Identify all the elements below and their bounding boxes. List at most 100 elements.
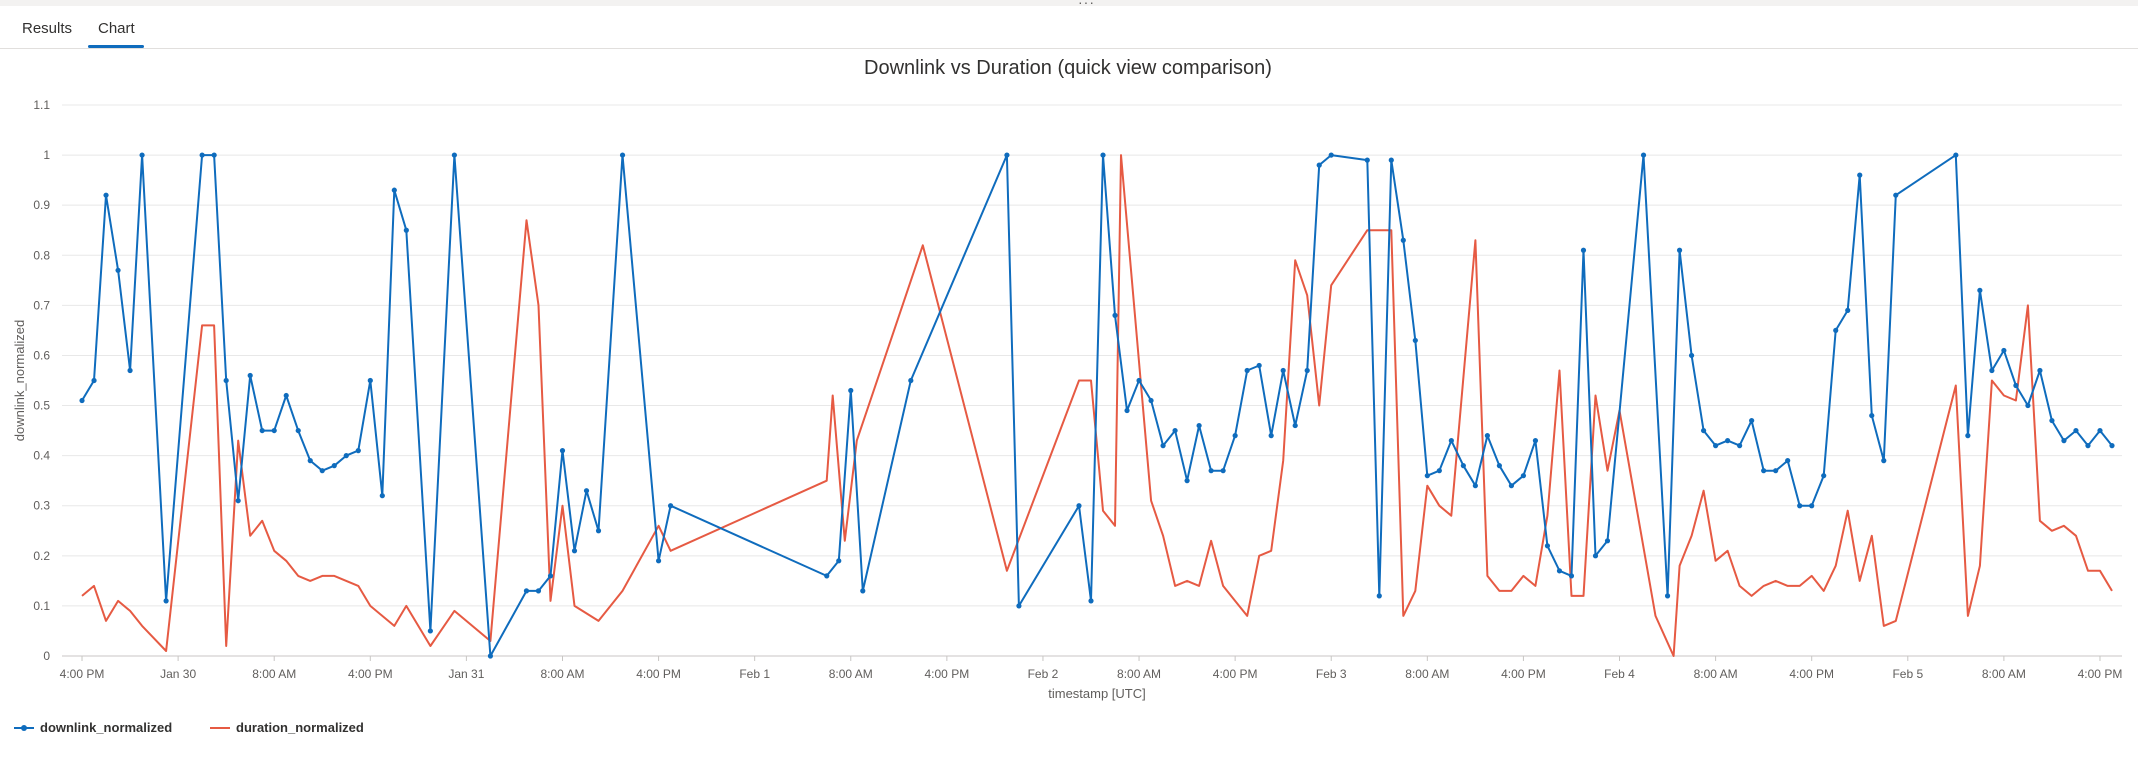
data-point-downlink_normalized <box>487 653 494 659</box>
x-tick-label: 8:00 AM <box>252 667 296 681</box>
data-point-downlink_normalized <box>331 463 337 469</box>
data-point-downlink_normalized <box>1833 327 1839 334</box>
legend-line-duration <box>210 726 230 729</box>
data-point-downlink_normalized <box>2085 443 2091 449</box>
x-tick-label: Jan 31 <box>448 667 484 681</box>
data-point-downlink_normalized <box>1568 573 1575 579</box>
data-point-downlink_normalized <box>1869 412 1875 419</box>
data-point-downlink_normalized <box>451 152 457 158</box>
x-tick-label: 4:00 PM <box>1789 667 1834 681</box>
legend-item-downlink[interactable]: downlink_normalized <box>14 720 172 735</box>
y-tick-label: 0.3 <box>33 499 50 513</box>
data-point-downlink_normalized <box>1496 463 1502 469</box>
active-tab-indicator <box>88 45 144 48</box>
legend-dot-downlink <box>21 724 27 731</box>
y-tick-label: 0.5 <box>33 399 50 413</box>
data-point-downlink_normalized <box>1100 152 1106 158</box>
data-point-downlink_normalized <box>1280 367 1286 374</box>
data-point-downlink_normalized <box>1388 157 1394 163</box>
data-point-downlink_normalized <box>860 588 866 594</box>
legend-item-duration[interactable]: duration_normalized <box>210 720 364 735</box>
data-point-downlink_normalized <box>1292 422 1298 429</box>
data-point-downlink_normalized <box>655 558 662 564</box>
data-point-downlink_normalized <box>1148 397 1154 404</box>
data-point-downlink_normalized <box>1400 237 1406 243</box>
data-point-downlink_normalized <box>1196 422 1202 429</box>
data-point-downlink_normalized <box>343 453 349 459</box>
data-point-downlink_normalized <box>1785 458 1791 464</box>
data-point-downlink_normalized <box>836 558 842 564</box>
data-point-downlink_normalized <box>1773 468 1779 474</box>
data-point-downlink_normalized <box>535 588 542 594</box>
data-point-downlink_normalized <box>595 528 602 534</box>
data-point-downlink_normalized <box>223 377 229 384</box>
y-tick-label: 0.4 <box>33 449 50 463</box>
data-point-downlink_normalized <box>211 152 217 158</box>
x-tick-label: Feb 3 <box>1316 667 1347 681</box>
data-point-downlink_normalized <box>2049 417 2055 424</box>
data-point-downlink_normalized <box>2109 443 2115 449</box>
data-point-downlink_normalized <box>355 448 361 454</box>
y-tick-label: 0.8 <box>33 248 50 262</box>
data-point-downlink_normalized <box>1761 468 1767 474</box>
data-point-downlink_normalized <box>139 152 145 158</box>
data-point-downlink_normalized <box>1412 337 1418 344</box>
data-point-downlink_normalized <box>259 427 265 434</box>
data-point-downlink_normalized <box>103 192 109 198</box>
y-tick-label: 0.1 <box>33 599 50 613</box>
data-point-downlink_normalized <box>1424 473 1430 479</box>
data-point-downlink_normalized <box>379 493 385 499</box>
data-point-downlink_normalized <box>571 548 578 554</box>
data-point-downlink_normalized <box>619 152 626 158</box>
data-point-downlink_normalized <box>1184 478 1190 484</box>
data-point-downlink_normalized <box>1857 172 1863 178</box>
data-point-downlink_normalized <box>1845 307 1851 313</box>
data-point-downlink_normalized <box>1556 568 1563 574</box>
data-point-downlink_normalized <box>523 588 530 594</box>
data-point-downlink_normalized <box>1448 438 1454 444</box>
y-tick-label: 1.1 <box>33 98 50 112</box>
data-point-downlink_normalized <box>1112 312 1118 318</box>
resize-grip-icon[interactable]: ··· <box>1078 0 1095 10</box>
data-point-downlink_normalized <box>307 458 313 464</box>
data-point-downlink_normalized <box>1953 152 1959 158</box>
data-point-downlink_normalized <box>1737 443 1743 449</box>
data-point-downlink_normalized <box>1893 192 1899 198</box>
data-point-downlink_normalized <box>1640 152 1647 158</box>
x-tick-label: Jan 30 <box>160 667 196 681</box>
data-point-downlink_normalized <box>1244 367 1250 374</box>
data-point-downlink_normalized <box>2073 427 2079 434</box>
data-point-downlink_normalized <box>1797 503 1803 509</box>
data-point-downlink_normalized <box>1088 598 1094 604</box>
data-point-downlink_normalized <box>271 427 277 434</box>
data-point-downlink_normalized <box>1136 377 1142 384</box>
x-tick-label: 4:00 PM <box>348 667 393 681</box>
data-point-downlink_normalized <box>391 187 397 193</box>
data-point-downlink_normalized <box>2037 367 2043 374</box>
x-axis-title: timestamp [UTC] <box>1048 686 1146 701</box>
data-point-downlink_normalized <box>1268 433 1274 439</box>
data-point-downlink_normalized <box>1316 162 1322 168</box>
tab-bar: Results Chart <box>0 14 2138 49</box>
data-point-downlink_normalized <box>1220 468 1226 474</box>
data-point-downlink_normalized <box>824 573 830 579</box>
x-tick-label: Feb 4 <box>1604 667 1635 681</box>
data-point-downlink_normalized <box>115 267 121 273</box>
x-tick-label: 8:00 AM <box>1982 667 2026 681</box>
data-point-downlink_normalized <box>1436 468 1442 474</box>
data-point-downlink_normalized <box>1965 433 1971 439</box>
data-point-downlink_normalized <box>1508 483 1515 489</box>
legend-swatch-downlink <box>14 722 34 734</box>
y-tick-label: 0.7 <box>33 298 50 312</box>
legend-label-duration: duration_normalized <box>236 720 364 735</box>
data-point-downlink_normalized <box>1460 463 1466 469</box>
x-tick-label: 4:00 PM <box>1501 667 1546 681</box>
line-chart: Downlink vs Duration (quick view compari… <box>12 57 2122 701</box>
data-point-downlink_normalized <box>1580 247 1587 253</box>
data-point-downlink_normalized <box>79 397 85 404</box>
tab-chart[interactable]: Chart <box>98 20 135 37</box>
x-tick-label: 4:00 PM <box>60 667 105 681</box>
tab-results[interactable]: Results <box>22 20 73 37</box>
y-tick-label: 0.6 <box>33 348 50 362</box>
x-tick-label: Feb 2 <box>1028 667 1059 681</box>
